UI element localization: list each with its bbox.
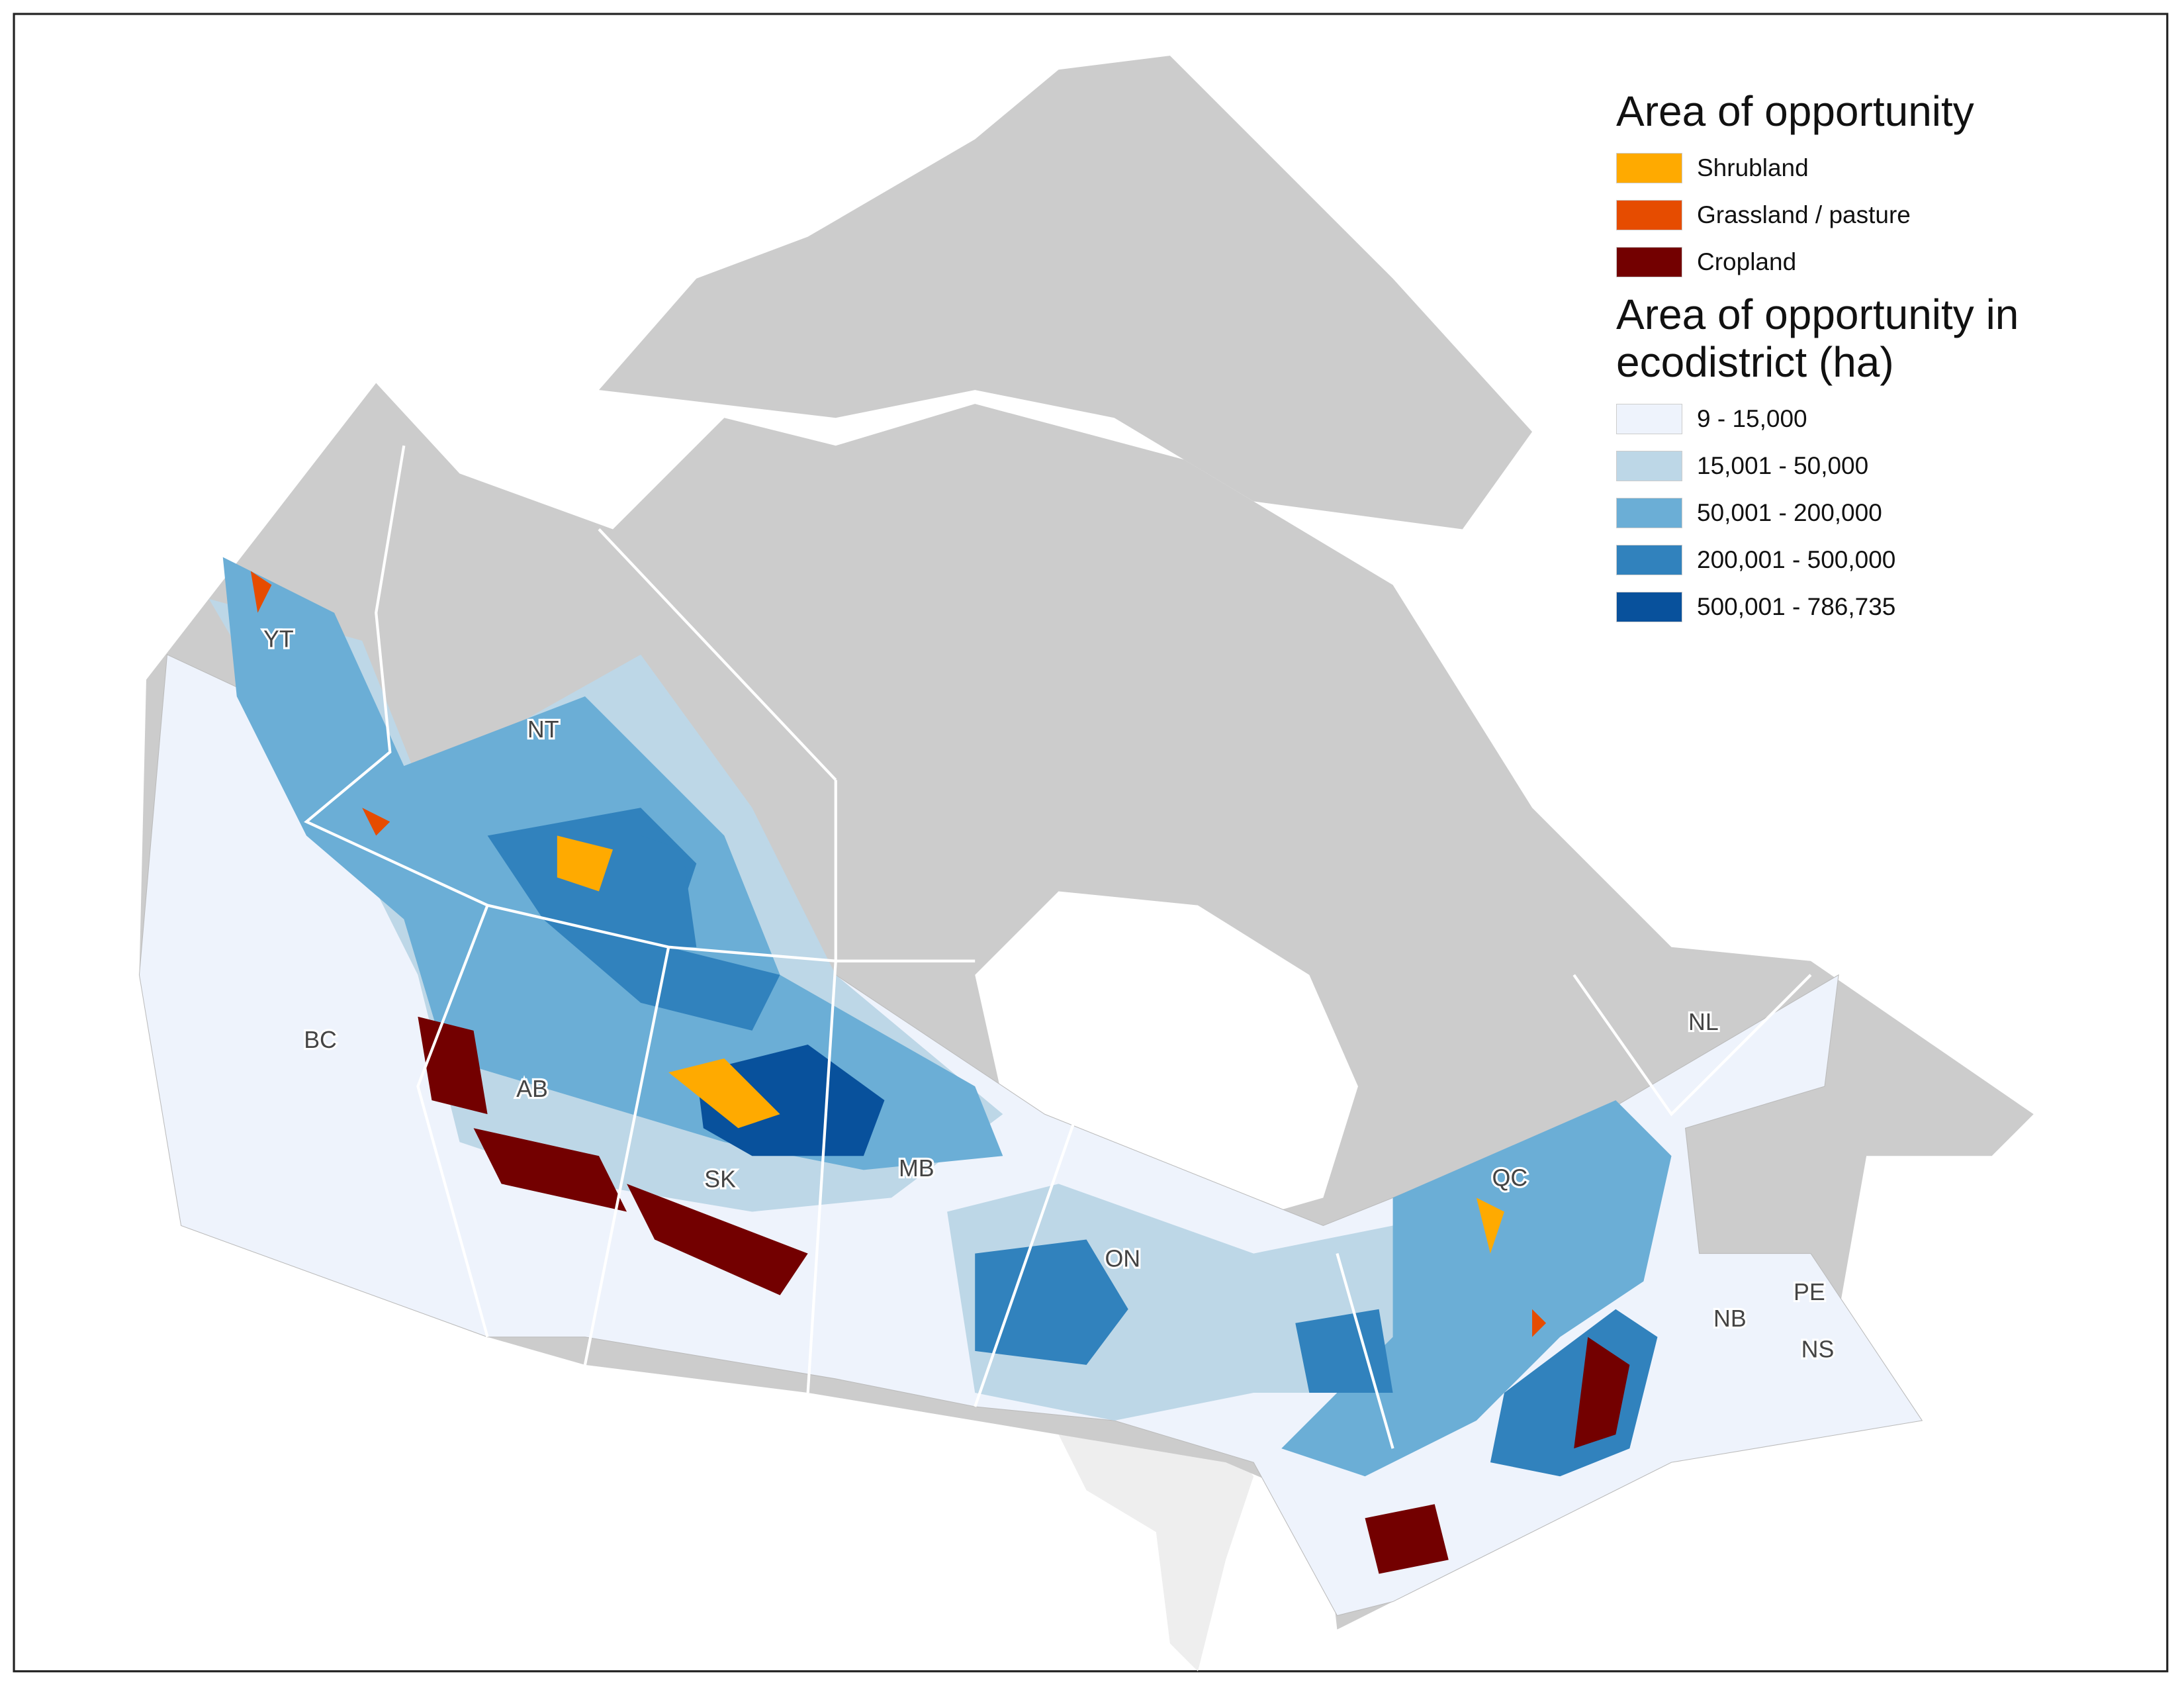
ecodistrict	[975, 1239, 1128, 1365]
legend-label: Cropland	[1697, 248, 1797, 275]
province-label: ON	[1105, 1246, 1140, 1272]
legend-label: 50,001 - 200,000	[1697, 498, 1882, 526]
arctic-islands	[598, 56, 1533, 530]
boundary	[583, 947, 670, 1366]
boundary	[304, 445, 976, 962]
legend-title: Area of opportunity in ecodistrict (ha)	[1616, 291, 2019, 386]
boundary	[598, 528, 837, 961]
province-labels: YT NT BC AB SK MB ON QC NL NB PE NS	[261, 624, 1837, 1364]
province-label: SK	[704, 1166, 736, 1193]
legend-item: Shrubland	[1616, 144, 2066, 191]
ecodistrict	[696, 1044, 885, 1156]
province-label: PE	[1794, 1279, 1825, 1305]
legend-swatch	[1616, 450, 1682, 481]
province-label: NL	[1688, 1009, 1719, 1035]
province-label: BC	[304, 1027, 337, 1053]
legend-swatch	[1616, 152, 1682, 183]
boundary	[416, 904, 489, 1338]
province-label: AB	[516, 1076, 548, 1102]
legend-swatch	[1616, 246, 1682, 277]
province-label: QC	[1492, 1165, 1528, 1192]
legend-label: 500,001 - 786,735	[1697, 592, 1896, 620]
legend-label: 15,001 - 50,000	[1697, 451, 1869, 479]
province-label: NT	[527, 716, 559, 743]
legend-swatch	[1616, 199, 1682, 230]
province-label: NS	[1801, 1336, 1835, 1362]
legend-group: 9 - 15,000 15,001 - 50,000 50,001 - 200,00…	[1616, 395, 2066, 630]
boundary	[806, 961, 837, 1393]
province-boundaries	[304, 445, 1812, 1449]
legend-item: Grassland / pasture	[1616, 191, 2066, 238]
province-label: MB	[899, 1155, 934, 1182]
legend-item: 9 - 15,000	[1616, 395, 2066, 442]
legend-item: 50,001 - 200,000	[1616, 489, 2066, 536]
arctic-islands	[1156, 585, 1338, 780]
legend-item: 200,001 - 500,000	[1616, 536, 2066, 583]
legend-swatch	[1616, 591, 1682, 622]
legend-label: Shrubland	[1697, 154, 1809, 181]
ecodistrict	[1295, 1309, 1658, 1477]
legend-item: Cropland	[1616, 238, 2066, 285]
legend-item: 500,001 - 786,735	[1616, 583, 2066, 630]
arctic-islands	[835, 445, 1087, 613]
great-lakes	[1058, 1407, 1254, 1671]
legend-swatch	[1616, 544, 1682, 575]
province-label: NB	[1713, 1305, 1747, 1332]
legend: Area of opportunity Shrubland Grassland /…	[1616, 87, 2066, 630]
boundary	[974, 1086, 1088, 1407]
ecodistrict	[641, 835, 697, 947]
legend-label: 200,001 - 500,000	[1697, 545, 1896, 573]
legend-group: Shrubland Grassland / pasture Cropland	[1616, 144, 2066, 285]
boundary	[1336, 1252, 1394, 1449]
boundary	[1572, 974, 1812, 1117]
legend-title: Area of opportunity	[1616, 87, 1974, 135]
legend-label: Grassland / pasture	[1697, 201, 1911, 228]
legend-swatch	[1616, 497, 1682, 528]
legend-item: 15,001 - 50,000	[1616, 442, 2066, 489]
legend-swatch	[1616, 403, 1682, 434]
legend-label: 9 - 15,000	[1697, 404, 1807, 432]
province-label: YT	[263, 626, 294, 652]
